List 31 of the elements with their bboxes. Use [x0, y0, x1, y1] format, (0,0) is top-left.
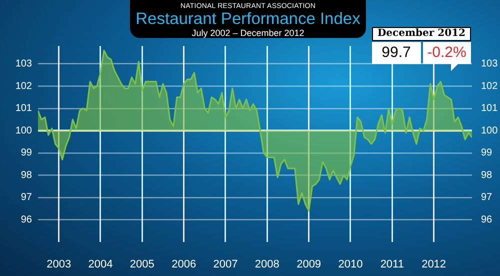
x-tick-label: 2006 — [172, 258, 196, 271]
x-tick-label: 2010 — [338, 258, 363, 271]
y2-tick-label: 96 — [481, 214, 493, 226]
annotation: 99.7 — [372, 42, 420, 64]
y-tick-label: 102 — [15, 80, 32, 92]
x-tick-label: 2011 — [380, 258, 404, 271]
x-tick-label: 2012 — [422, 258, 446, 271]
y-tick-label: 99 — [20, 148, 32, 159]
annotation: -0.2% — [422, 42, 471, 64]
y2-tick-label: 102 — [481, 80, 498, 92]
chart-title: Restaurant Performance Index — [134, 10, 362, 28]
y2-tick-label: 100 — [481, 125, 498, 136]
x-tick-label: 2007 — [213, 258, 238, 271]
y-tick-label: 100 — [15, 125, 32, 136]
y2-tick-label: 97 — [481, 192, 493, 204]
y-tick-label: 101 — [15, 103, 32, 114]
y-tick-label: 98 — [20, 170, 32, 181]
y2-tick-label: 103 — [481, 58, 498, 70]
x-tick-label: 2004 — [88, 258, 113, 271]
x-tick-label: 2003 — [46, 258, 72, 271]
y-tick-label: 97 — [20, 192, 32, 204]
chart-subtitle: July 2002 – December 2012 — [190, 28, 306, 38]
text: December 2012 — [372, 27, 471, 41]
y2-tick-label: 99 — [481, 148, 493, 159]
x-tick-label: 2005 — [130, 258, 154, 271]
x-tick-label: 2009 — [296, 258, 322, 271]
y-tick-label: 96 — [20, 214, 32, 226]
x-tick-label: 2008 — [254, 258, 280, 271]
y2-tick-label: 101 — [481, 103, 498, 114]
y2-tick-label: 98 — [481, 170, 493, 181]
y-tick-label: 103 — [15, 58, 32, 70]
